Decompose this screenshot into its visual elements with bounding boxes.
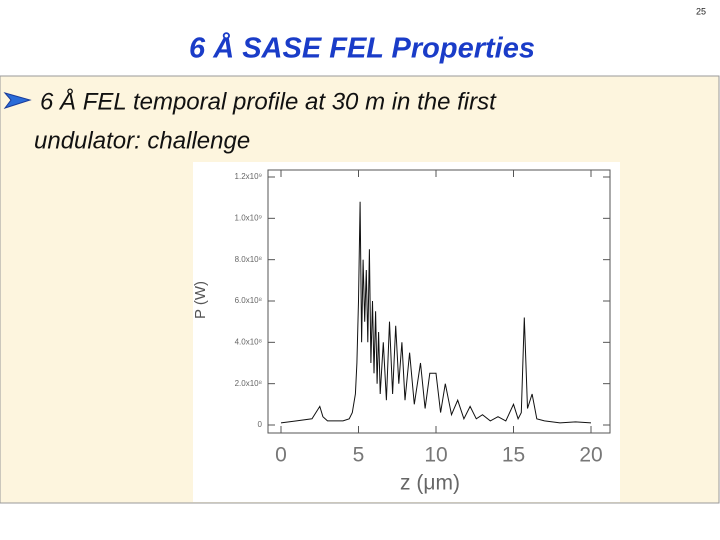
x-tick-label: 10 [424, 444, 447, 467]
chart-image [193, 162, 620, 502]
bullet-text: undulator: challenge [34, 127, 250, 154]
y-tick-label: 2.0x10⁸ [235, 379, 262, 388]
y-tick-label: 6.0x10⁸ [235, 296, 262, 305]
y-tick-label: 1.0x10⁹ [235, 213, 262, 222]
profile-line [280, 201, 592, 424]
x-tick-label: 0 [275, 444, 287, 467]
x-tick-label: 20 [579, 444, 602, 467]
x-axis-label: z (μm) [400, 472, 460, 495]
x-tick-label: 5 [353, 444, 365, 467]
bullet-text: 6 Å FEL temporal profile at 30 m in the … [40, 87, 497, 115]
bullet-arrow [3, 92, 32, 109]
y-tick-label: 0 [258, 420, 263, 429]
y-tick-label: 4.0x10⁸ [235, 337, 262, 346]
x-tick-label: 15 [502, 444, 525, 467]
y-tick-label: 8.0x10⁸ [235, 255, 262, 264]
y-tick-label: 1.2x10⁹ [235, 172, 262, 181]
page-number: 25 [696, 6, 706, 16]
y-axis-label: P (W) [192, 281, 209, 319]
slide-title: 6 Å SASE FEL Properties [189, 32, 535, 65]
